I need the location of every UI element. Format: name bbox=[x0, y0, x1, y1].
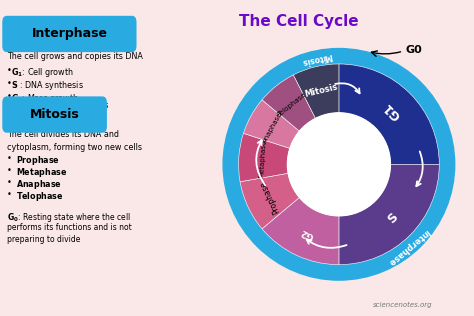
Text: Anaphase: Anaphase bbox=[262, 111, 283, 144]
Text: $\bf{Anaphase}$: $\bf{Anaphase}$ bbox=[16, 178, 62, 191]
Text: cytoplasm, forming two new cells: cytoplasm, forming two new cells bbox=[7, 143, 142, 152]
Text: Telophase: Telophase bbox=[276, 92, 307, 118]
Text: Mitosis: Mitosis bbox=[30, 108, 80, 121]
Text: •: • bbox=[7, 66, 12, 75]
Text: sciencenotes.org: sciencenotes.org bbox=[373, 302, 433, 308]
Text: G2: G2 bbox=[299, 226, 315, 240]
FancyBboxPatch shape bbox=[2, 96, 107, 133]
Text: S: S bbox=[385, 210, 401, 226]
Text: •: • bbox=[7, 178, 12, 187]
Text: Mitosis: Mitosis bbox=[304, 82, 339, 99]
Wedge shape bbox=[238, 133, 290, 182]
Text: •: • bbox=[7, 154, 12, 163]
Wedge shape bbox=[262, 75, 316, 131]
Text: $\bf{G_0}$: Resting state where the cell: $\bf{G_0}$: Resting state where the cell bbox=[7, 211, 130, 224]
Text: $\bf{Telophase}$: $\bf{Telophase}$ bbox=[16, 190, 64, 203]
Wedge shape bbox=[240, 173, 300, 229]
Text: •: • bbox=[7, 92, 12, 100]
Text: Interphase: Interphase bbox=[31, 27, 108, 40]
Text: The cell divides its DNA and: The cell divides its DNA and bbox=[7, 130, 119, 139]
Text: •: • bbox=[7, 166, 12, 175]
Wedge shape bbox=[339, 164, 439, 265]
Wedge shape bbox=[339, 64, 439, 164]
Text: Metaphase: Metaphase bbox=[259, 140, 267, 178]
Circle shape bbox=[223, 49, 455, 280]
Text: preparation for mitosis: preparation for mitosis bbox=[16, 101, 108, 110]
Text: $\bf{G_2}$: More growth,: $\bf{G_2}$: More growth, bbox=[11, 92, 82, 105]
Circle shape bbox=[287, 113, 391, 216]
Text: $\bf{Metaphase}$: $\bf{Metaphase}$ bbox=[16, 166, 67, 179]
Wedge shape bbox=[262, 198, 339, 265]
Text: preparing to divide: preparing to divide bbox=[7, 235, 80, 244]
Text: $\bf{Prophase}$: $\bf{Prophase}$ bbox=[16, 154, 60, 167]
Text: The Cell Cycle: The Cell Cycle bbox=[239, 14, 358, 29]
Text: Prophase: Prophase bbox=[258, 179, 282, 214]
Wedge shape bbox=[244, 100, 300, 149]
Text: Mitosis: Mitosis bbox=[301, 51, 333, 66]
Text: •: • bbox=[7, 190, 12, 199]
Text: performs its functions and is not: performs its functions and is not bbox=[7, 223, 132, 232]
Text: $\bf{G_1}$: Cell growth: $\bf{G_1}$: Cell growth bbox=[11, 66, 74, 79]
Text: G1: G1 bbox=[381, 99, 404, 122]
Text: The cell grows and copies its DNA: The cell grows and copies its DNA bbox=[7, 52, 143, 61]
Wedge shape bbox=[293, 64, 339, 118]
Text: $\bf{S}$ : DNA synthesis: $\bf{S}$ : DNA synthesis bbox=[11, 79, 84, 92]
FancyBboxPatch shape bbox=[2, 16, 137, 52]
Text: Interphase: Interphase bbox=[386, 227, 431, 267]
Text: G0: G0 bbox=[406, 45, 422, 55]
Text: •: • bbox=[7, 79, 12, 88]
